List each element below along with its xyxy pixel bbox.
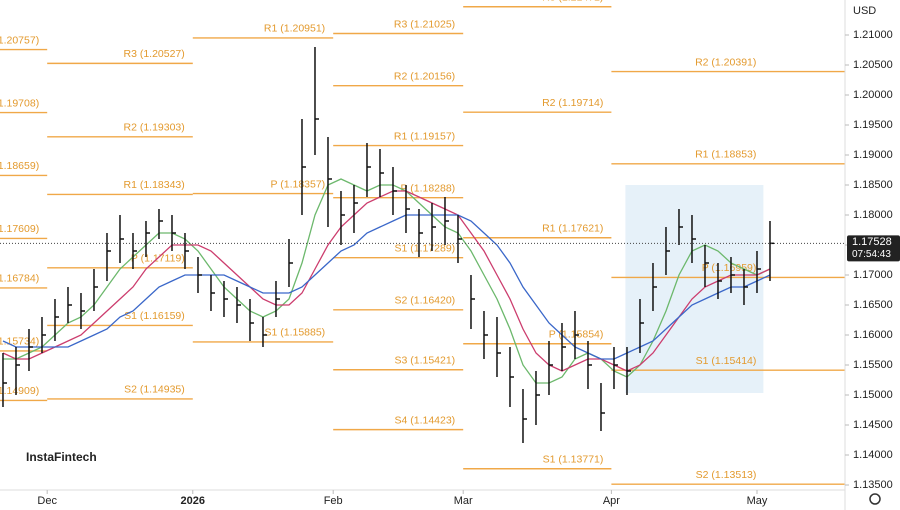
- y-tick-label: 1.18000: [853, 209, 893, 221]
- pivot-label: S2 (1.16420): [394, 295, 455, 307]
- pivot-label: R1 (1.17621): [542, 223, 603, 235]
- moving-average: [2, 214, 771, 360]
- y-tick-label: 1.16000: [853, 329, 893, 341]
- y-tick-label: 1.14000: [853, 449, 893, 461]
- pivot-label: S2 (1.13513): [696, 469, 757, 481]
- y-tick-label: 1.18500: [853, 179, 893, 191]
- pivot-label: 1.20757): [0, 34, 39, 46]
- pivot-label: R3 (1.21025): [394, 18, 455, 30]
- pivot-label: P (1.16959): [702, 262, 757, 274]
- pivot-label: S3 (1.15421): [394, 355, 455, 367]
- moving-average: [2, 190, 771, 372]
- y-tick-label: 1.16500: [853, 299, 893, 311]
- pivot-label: R3 (1.20527): [123, 48, 184, 60]
- y-tick-label: 1.17000: [853, 269, 893, 281]
- y-tick-label: 1.19000: [853, 149, 893, 161]
- moving-average: [3, 178, 771, 384]
- pivot-label: S1 (1.16159): [124, 310, 185, 322]
- y-tick-label: 1.15000: [853, 389, 893, 401]
- pivot-label: R2 (1.20156): [394, 70, 455, 82]
- y-tick-label: 1.21000: [853, 29, 893, 41]
- currency: USD: [853, 5, 876, 17]
- y-tick-label: 1.20000: [853, 89, 893, 101]
- pivot-label: S1 (1.15414): [696, 355, 757, 367]
- pivot-label: R1 (1.18343): [123, 179, 184, 191]
- pivot-label: S1 (1.15885): [264, 327, 325, 339]
- profile-box: [625, 185, 764, 393]
- countdown: 07:54:43: [852, 249, 891, 260]
- pivot-label: 1.19708): [0, 97, 39, 109]
- pivot-label: R1 (1.20951): [264, 23, 325, 35]
- y-tick-label: 1.19500: [853, 119, 893, 131]
- y-tick-label: 1.20500: [853, 59, 893, 71]
- settings-icon[interactable]: [869, 493, 881, 505]
- y-tick-label: 1.13500: [853, 479, 893, 491]
- pivot-label: S1 (1.13771): [543, 454, 604, 466]
- pivot-label: R2 (1.19303): [123, 122, 184, 134]
- pivot-label: R2 (1.19714): [542, 97, 603, 109]
- y-tick-label: 1.14500: [853, 419, 893, 431]
- pivot-label: 1.14909): [0, 385, 39, 397]
- pivot-label: 1.17609): [0, 223, 39, 235]
- x-tick-label: Apr: [603, 495, 620, 507]
- pivot-label: R2 (1.20391): [695, 56, 756, 68]
- x-tick-label: May: [747, 495, 768, 507]
- plot-area: 1.20757) 1.19708) 1.18659) 1.17609) 1.16784)…: [0, 0, 845, 485]
- price-tag: [847, 235, 900, 262]
- pivot-label: R1 (1.19157): [394, 130, 455, 142]
- pivot-label: 1.16784): [0, 273, 39, 285]
- pivot-label: S1 (1.17289): [394, 242, 455, 254]
- x-tick-label: Feb: [324, 495, 343, 507]
- x-tick-label: 2026: [181, 495, 205, 507]
- pivot-label: R3 (1.21471): [542, 0, 603, 4]
- pivot-label: P (1.18288): [401, 183, 456, 195]
- x-tick-label: Dec: [37, 495, 57, 507]
- pivot-label: S2 (1.14935): [124, 384, 185, 396]
- y-tick-label: 1.15500: [853, 359, 893, 371]
- pivot-label: P (1.18357): [271, 178, 326, 190]
- pivot-label: R1 (1.18853): [695, 149, 756, 161]
- x-tick-label: Mar: [454, 495, 473, 507]
- pivot-label: S4 (1.14423): [394, 414, 455, 426]
- watermark: InstaFintech: [26, 450, 97, 464]
- price-tag-value: 1.17528: [852, 236, 892, 248]
- pivot-label: 1.18659): [0, 160, 39, 172]
